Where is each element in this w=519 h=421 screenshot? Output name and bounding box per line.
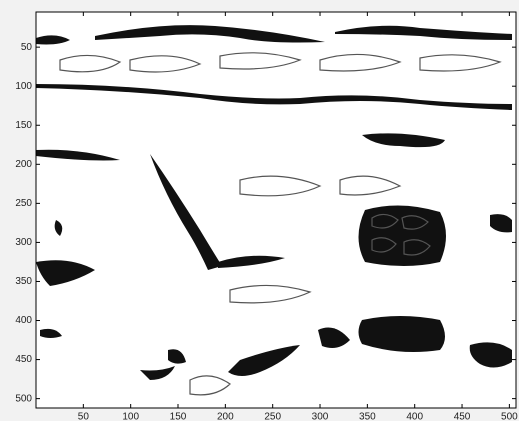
y-tick-label: 300 <box>15 237 32 248</box>
x-tick-label: 500 <box>501 412 518 421</box>
x-tick-label: 50 <box>78 412 90 421</box>
x-tick-label: 450 <box>454 412 471 421</box>
x-tick-label: 100 <box>122 412 139 421</box>
dark-region <box>359 205 447 266</box>
y-tick-label: 200 <box>15 159 32 170</box>
y-tick-label: 250 <box>15 198 32 209</box>
x-tick-label: 350 <box>359 412 376 421</box>
y-tick-label: 50 <box>21 42 33 53</box>
x-tick-label: 200 <box>217 412 234 421</box>
x-tick-label: 300 <box>312 412 329 421</box>
x-tick-label: 250 <box>264 412 281 421</box>
x-tick-label: 150 <box>170 412 187 421</box>
y-tick-label: 100 <box>15 81 32 92</box>
y-tick-label: 450 <box>15 354 32 365</box>
chart: 50 100 150 200 250 300 350 400 450 500 50 100 150 200… <box>0 0 519 421</box>
dark-region <box>359 316 446 352</box>
y-tick-label: 150 <box>15 120 32 131</box>
y-tick-label: 500 <box>15 393 32 404</box>
x-tick-label: 400 <box>406 412 423 421</box>
y-tick-label: 400 <box>15 315 32 326</box>
y-tick-label: 350 <box>15 276 32 287</box>
